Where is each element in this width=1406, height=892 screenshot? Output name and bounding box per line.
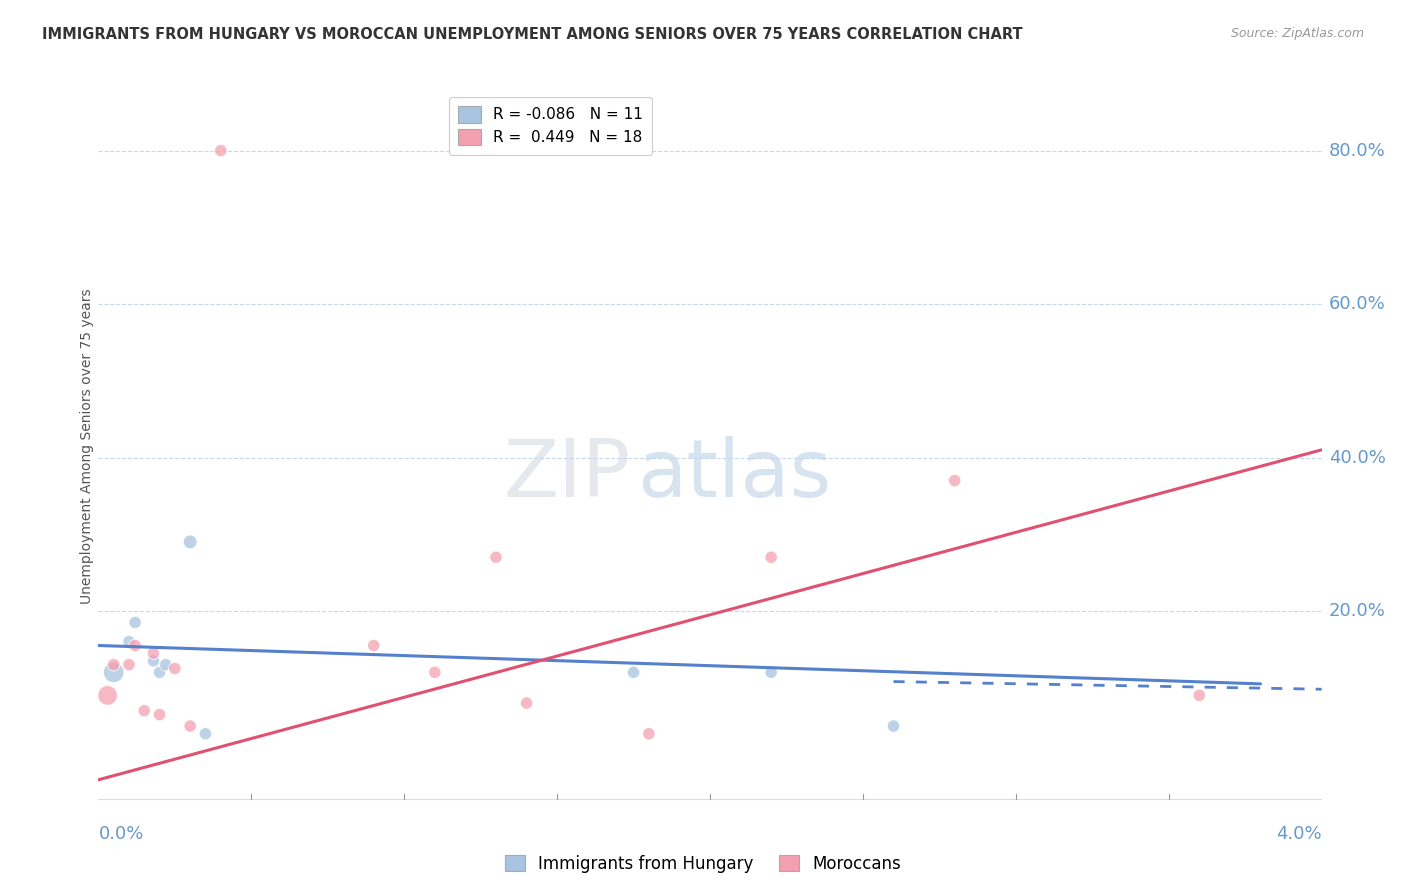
Text: 60.0%: 60.0% <box>1329 295 1385 313</box>
Point <box>943 474 966 488</box>
Point <box>423 665 446 680</box>
Point <box>97 689 120 703</box>
Point <box>124 615 146 630</box>
Point <box>363 639 385 653</box>
Point <box>103 665 125 680</box>
Text: 4.0%: 4.0% <box>1277 825 1322 843</box>
Point <box>118 657 141 672</box>
Text: 0.0%: 0.0% <box>98 825 143 843</box>
Point <box>155 657 177 672</box>
Text: 40.0%: 40.0% <box>1329 449 1385 467</box>
Point <box>179 535 201 549</box>
Point <box>118 634 141 648</box>
Text: 20.0%: 20.0% <box>1329 602 1385 620</box>
Point <box>103 657 125 672</box>
Point <box>1188 689 1211 703</box>
Point <box>134 704 156 718</box>
Text: 80.0%: 80.0% <box>1329 142 1385 160</box>
Point <box>637 727 661 741</box>
Point <box>124 639 146 653</box>
Point <box>194 727 217 741</box>
Point <box>209 144 232 158</box>
Point <box>149 665 172 680</box>
Point <box>623 665 645 680</box>
Point <box>516 696 538 710</box>
Text: ZIP: ZIP <box>503 435 630 514</box>
Point <box>759 550 782 565</box>
Point <box>142 654 165 668</box>
Point <box>759 665 782 680</box>
Y-axis label: Unemployment Among Seniors over 75 years: Unemployment Among Seniors over 75 years <box>80 288 94 604</box>
Point <box>883 719 905 733</box>
Legend: Immigrants from Hungary, Moroccans: Immigrants from Hungary, Moroccans <box>499 848 907 880</box>
Point <box>179 719 201 733</box>
Legend: R = -0.086   N = 11, R =  0.449   N = 18: R = -0.086 N = 11, R = 0.449 N = 18 <box>449 97 652 154</box>
Point <box>142 646 165 660</box>
Text: atlas: atlas <box>637 435 831 514</box>
Point <box>485 550 508 565</box>
Point <box>149 707 172 722</box>
Point <box>163 661 186 675</box>
Text: IMMIGRANTS FROM HUNGARY VS MOROCCAN UNEMPLOYMENT AMONG SENIORS OVER 75 YEARS COR: IMMIGRANTS FROM HUNGARY VS MOROCCAN UNEM… <box>42 27 1022 42</box>
Text: Source: ZipAtlas.com: Source: ZipAtlas.com <box>1230 27 1364 40</box>
